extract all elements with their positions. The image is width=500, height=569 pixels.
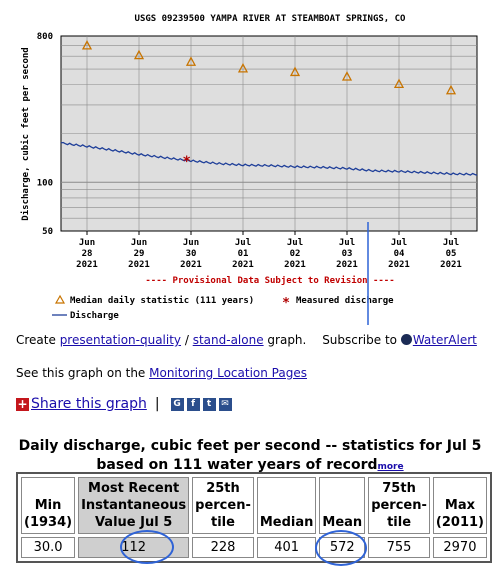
subscribe-prefix: Subscribe to <box>322 333 401 347</box>
legend-median-label: Median daily statistic (111 years) <box>70 295 254 306</box>
x-tick-label: Jul <box>339 238 355 248</box>
legend: Median daily statistic (111 years) * Measu… <box>52 294 394 321</box>
x-tick-label: 05 <box>446 249 457 259</box>
share-separator: | <box>154 396 160 412</box>
x-tick-label: 2021 <box>180 260 202 270</box>
x-tick-label: 29 <box>134 249 145 259</box>
presentation-quality-link[interactable]: presentation-quality <box>59 333 182 347</box>
value-75th: 755 <box>368 537 430 558</box>
see-prefix: See this graph on the <box>16 366 150 380</box>
median-triangle-marker <box>393 78 405 89</box>
legend-discharge-label: Discharge <box>70 310 119 321</box>
median-triangle-marker <box>237 62 249 73</box>
create-prefix: Create <box>16 333 60 347</box>
median-triangle-marker <box>185 56 197 66</box>
x-tick-label: 04 <box>394 249 405 259</box>
value-max: 2970 <box>432 537 487 558</box>
x-tick-label: 2021 <box>284 260 306 270</box>
email-share-icon[interactable]: ✉ <box>218 397 232 411</box>
legend-median-icon <box>54 294 66 304</box>
x-tick-labels: Jun282021Jun292021Jun302021Jul012021Jul0… <box>76 238 462 270</box>
x-tick-label: 2021 <box>232 260 254 270</box>
series-layer: * <box>60 40 478 176</box>
stand-alone-link[interactable]: stand-alone <box>192 333 264 347</box>
x-tick-label: Jun <box>183 238 199 248</box>
measured-discharge-marker: * <box>183 154 191 170</box>
x-tick-label: 2021 <box>76 260 98 270</box>
value-min: 30.0 <box>21 537 76 558</box>
stats-title: Daily discharge, cubic feet per second -… <box>0 437 500 477</box>
monitoring-line: See this graph on the Monitoring Locatio… <box>16 366 307 380</box>
slash-text: / <box>181 333 193 347</box>
y-tick-label: 50 <box>42 227 53 237</box>
header-25th: 25th percen-tile <box>192 477 254 534</box>
x-tick-label: 28 <box>82 249 93 259</box>
monitoring-location-link[interactable]: Monitoring Location Pages <box>149 366 307 380</box>
header-mean: Mean <box>319 477 366 534</box>
more-link[interactable]: more <box>377 462 404 472</box>
statistics-table: Min (1934) Most Recent Instantaneous Value … <box>16 472 492 563</box>
graph-suffix: graph. <box>263 333 307 347</box>
x-tick-label: 01 <box>238 249 249 259</box>
x-tick-label: 02 <box>290 249 301 259</box>
stats-value-row: 30.0 112 228 401 572 755 2970 <box>21 537 487 558</box>
water-alert-link[interactable]: WaterAlert <box>412 333 477 347</box>
header-max: Max (2011) <box>432 477 487 534</box>
stats-header-row: Min (1934) Most Recent Instantaneous Value … <box>21 477 487 534</box>
discharge-graph: USGS 09239500 YAMPA RIVER AT STEAMBOAT S… <box>20 14 478 325</box>
share-row: + Share this graph | G f t ✉ <box>16 396 232 412</box>
median-triangle-marker <box>133 49 145 60</box>
grid-lines <box>61 36 477 235</box>
value-median: 401 <box>256 537 317 558</box>
header-most-recent: Most Recent Instantaneous Value Jul 5 <box>78 477 190 534</box>
header-75th: 75th percen-tile <box>368 477 430 534</box>
x-tick-label: 2021 <box>440 260 462 270</box>
share-link[interactable]: Share this graph <box>31 396 147 412</box>
x-tick-label: Jun <box>79 238 95 248</box>
header-median: Median <box>256 477 317 534</box>
create-graph-line: Create presentation-quality / stand-alon… <box>16 333 477 347</box>
value-mean: 572 <box>319 537 366 558</box>
x-tick-label: Jul <box>235 238 251 248</box>
y-axis-label: Discharge, cubic feet per second <box>20 47 31 220</box>
value-most-recent: 112 <box>78 537 190 558</box>
facebook-share-icon[interactable]: f <box>186 397 200 411</box>
provisional-note: ---- Provisional Data Subject to Revisio… <box>145 275 394 286</box>
x-tick-label: 30 <box>186 249 197 259</box>
share-plus-icon[interactable]: + <box>16 396 29 411</box>
water-alert-icon[interactable] <box>400 334 412 345</box>
x-tick-label: 2021 <box>336 260 358 270</box>
twitter-share-icon[interactable]: t <box>202 397 216 411</box>
x-tick-label: Jul <box>287 238 303 248</box>
x-tick-label: Jul <box>443 238 459 248</box>
google-share-icon[interactable]: G <box>170 397 184 411</box>
discharge-line <box>60 141 478 176</box>
x-tick-label: 2021 <box>128 260 150 270</box>
x-tick-label: 03 <box>342 249 353 259</box>
legend-measured-icon: * <box>283 296 290 311</box>
median-triangle-marker <box>81 40 93 50</box>
x-tick-label: 2021 <box>388 260 410 270</box>
header-min: Min (1934) <box>21 477 76 534</box>
y-tick-label: 100 <box>37 178 53 188</box>
stats-title-line1: Daily discharge, cubic feet per second -… <box>18 438 482 454</box>
median-triangle-marker <box>445 84 457 95</box>
y-tick-labels: 800 100 50 <box>37 32 53 237</box>
median-triangle-marker <box>341 71 353 81</box>
legend-measured-label: Measured discharge <box>296 295 394 306</box>
chart-title: USGS 09239500 YAMPA RIVER AT STEAMBOAT S… <box>135 14 407 24</box>
value-25th: 228 <box>192 537 254 558</box>
stats-title-line2: based on 111 water years of record <box>96 457 378 473</box>
y-tick-label: 800 <box>37 32 53 42</box>
x-tick-label: Jul <box>391 238 407 248</box>
x-tick-label: Jun <box>131 238 147 248</box>
median-triangle-marker <box>289 66 301 77</box>
